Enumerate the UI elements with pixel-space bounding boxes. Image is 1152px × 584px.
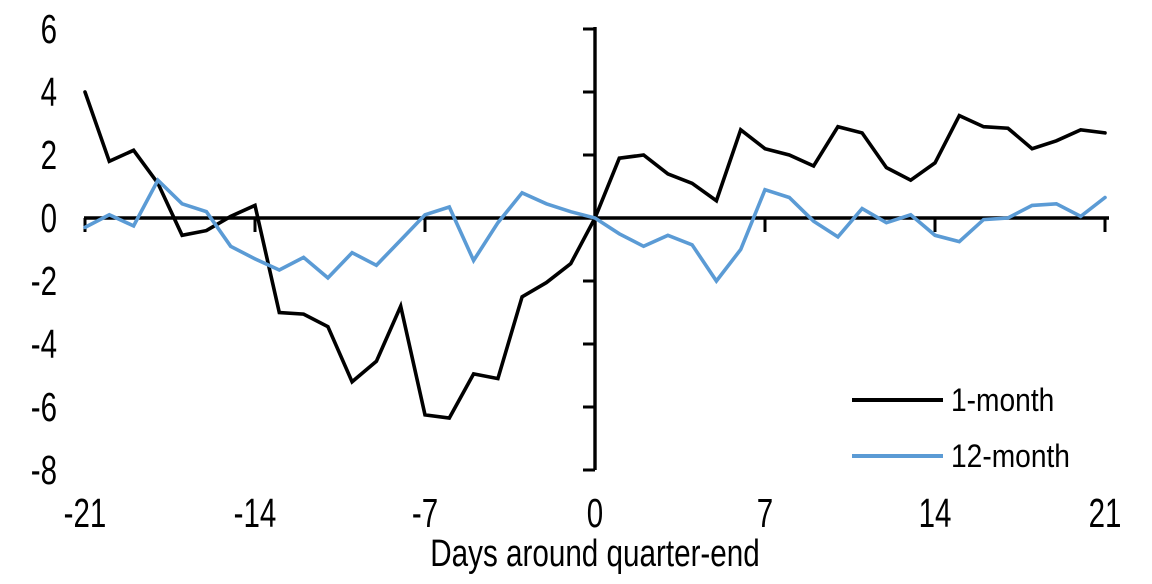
x-tick-label: 7 xyxy=(757,490,773,536)
x-tick-label: -21 xyxy=(64,490,107,536)
y-tick-label: 6 xyxy=(41,6,57,52)
legend-swatch-12-month-line xyxy=(852,454,943,458)
y-tick-label: -2 xyxy=(31,258,57,304)
x-tick-label: -7 xyxy=(412,490,438,536)
y-tick-label: 0 xyxy=(41,195,57,241)
y-tick-label: 4 xyxy=(41,69,57,115)
legend-label-12-month: 12-month xyxy=(951,438,1070,474)
series-line-12-month xyxy=(83,177,1107,285)
legend-swatch-1-month-line xyxy=(852,398,943,402)
x-tick-label: 0 xyxy=(587,490,603,536)
x-axis-title: Days around quarter-end xyxy=(430,533,760,575)
y-tick-label: 2 xyxy=(41,132,57,178)
y-tick-label: -4 xyxy=(31,321,57,367)
legend-item-1-month: 1-month xyxy=(852,383,1068,417)
legend-item-12-month: 12-month xyxy=(852,439,1086,473)
y-tick-label: -8 xyxy=(31,447,57,493)
legend-label-1-month: 1-month xyxy=(951,382,1055,418)
x-tick-label: 21 xyxy=(1089,490,1122,536)
x-tick-label: 14 xyxy=(919,490,952,536)
x-tick-label: -14 xyxy=(234,490,277,536)
y-tick-label: -6 xyxy=(31,384,57,430)
